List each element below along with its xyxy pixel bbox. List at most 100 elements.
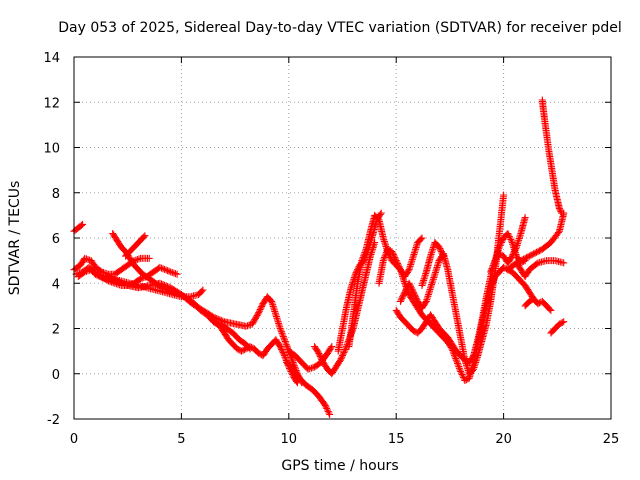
data-point: [428, 280, 436, 288]
data-point: [110, 276, 118, 284]
data-point: [411, 291, 419, 299]
data-point: [381, 239, 389, 247]
data-point: [454, 361, 462, 369]
data-point: [245, 321, 253, 329]
data-point: [457, 368, 465, 375]
data-point: [507, 236, 515, 243]
data-point: [391, 254, 399, 262]
data-point: [339, 352, 346, 360]
data-point: [404, 267, 412, 275]
data-point: [278, 346, 286, 354]
data-point: [436, 245, 444, 253]
data-point: [420, 275, 428, 283]
data-point: [119, 280, 127, 288]
data-point: [397, 296, 405, 304]
data-point: [388, 248, 396, 256]
data-point: [510, 249, 518, 257]
data-point: [328, 343, 336, 351]
data-point: [528, 251, 536, 259]
data-point: [271, 308, 279, 315]
y-tick-label: 2: [52, 323, 60, 338]
data-point: [397, 267, 405, 275]
data-point: [509, 251, 517, 259]
data-point: [82, 255, 90, 263]
data-point: [399, 273, 407, 280]
data-point: [103, 270, 111, 278]
data-point: [278, 347, 286, 355]
data-point: [439, 251, 447, 259]
data-point: [254, 310, 262, 318]
data-point: [400, 276, 408, 284]
data-point: [240, 346, 248, 354]
data-point: [435, 258, 443, 266]
data-point: [321, 401, 329, 409]
data-point: [457, 369, 465, 377]
data-point: [510, 248, 518, 256]
data-point: [318, 355, 326, 363]
data-point: [422, 270, 430, 278]
data-point: [326, 411, 334, 418]
data-point: [490, 258, 498, 266]
data-point: [417, 235, 425, 243]
data-point: [520, 255, 528, 263]
data-point: [165, 283, 173, 291]
data-point: [80, 269, 87, 277]
data-point: [560, 259, 568, 267]
data-point: [133, 256, 141, 263]
data-point: [556, 206, 564, 214]
data-point: [141, 232, 149, 240]
data-point: [424, 291, 432, 299]
data-point: [408, 285, 416, 293]
data-point: [360, 252, 368, 260]
data-point: [505, 233, 513, 240]
data-point: [159, 265, 167, 273]
data-point: [360, 250, 368, 258]
data-point: [400, 290, 408, 298]
data-point: [284, 344, 292, 352]
data-point: [158, 280, 165, 288]
data-point: [533, 260, 541, 268]
data-point: [341, 347, 349, 355]
data-point: [440, 252, 447, 260]
data-point: [140, 233, 148, 241]
series-arc9: [283, 358, 334, 418]
data-point: [412, 245, 419, 253]
data-point: [399, 293, 407, 301]
data-point: [495, 250, 503, 258]
data-point: [289, 358, 297, 366]
data-point: [275, 341, 283, 349]
x-tick-label: 15: [388, 432, 405, 447]
data-point: [430, 272, 438, 280]
series-arc17: [418, 239, 447, 289]
data-point: [282, 355, 290, 363]
data-point: [470, 365, 477, 373]
data-point: [432, 267, 440, 275]
data-point: [437, 248, 445, 256]
data-point: [451, 353, 459, 361]
data-point: [392, 255, 399, 263]
data-point: [407, 284, 415, 292]
data-point: [342, 344, 350, 352]
data-point: [524, 253, 532, 261]
data-point: [281, 337, 289, 345]
data-point: [164, 283, 172, 290]
data-point: [377, 209, 385, 217]
data-point: [489, 263, 497, 271]
data-point: [156, 279, 164, 287]
data-point: [249, 319, 257, 327]
data-point: [505, 231, 513, 239]
data-point: [453, 358, 461, 366]
data-point: [396, 264, 404, 272]
data-point: [380, 255, 388, 263]
data-point: [289, 357, 296, 365]
data-point: [97, 273, 105, 281]
data-point: [389, 251, 397, 259]
data-point: [274, 316, 281, 324]
y-tick-label: 12: [43, 96, 60, 111]
data-point: [358, 255, 366, 263]
data-point: [280, 350, 288, 358]
y-tick-label: 6: [52, 232, 60, 247]
data-point: [397, 297, 404, 305]
data-point: [306, 365, 314, 373]
